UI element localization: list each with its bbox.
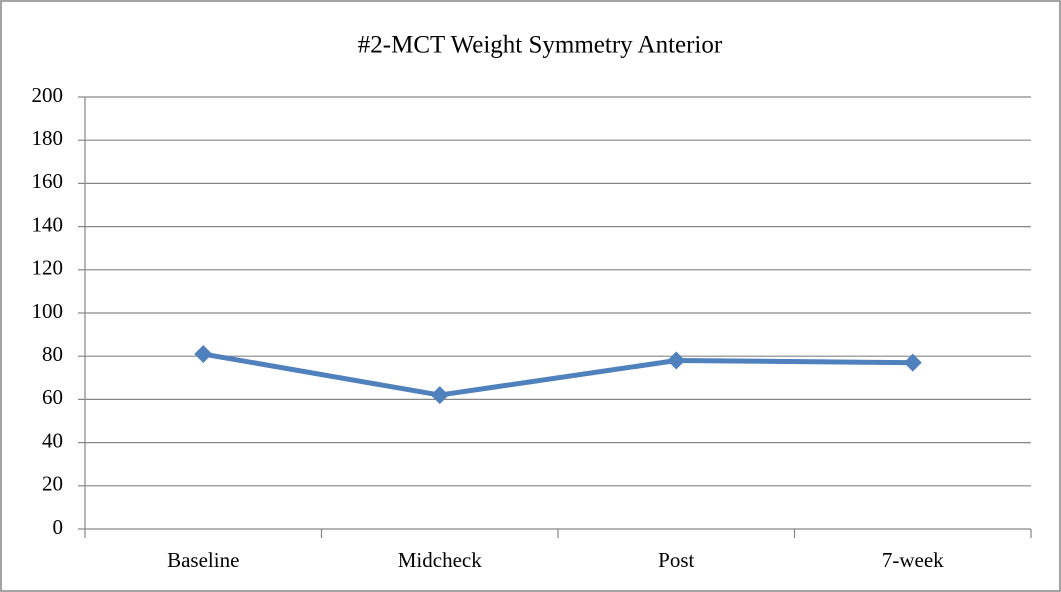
marker — [194, 345, 213, 364]
line — [202, 351, 913, 398]
y-tick-label: 20 — [42, 472, 63, 496]
y-tick-label: 40 — [42, 428, 63, 452]
x-tick-label: Post — [658, 548, 694, 572]
y-tick-label: 80 — [42, 342, 63, 366]
y-tick-label: 140 — [32, 212, 64, 236]
y-tick-label: 160 — [32, 169, 64, 193]
x-tick-label: Baseline — [167, 548, 239, 572]
y-tick-label: 180 — [32, 126, 64, 150]
y-tick-label: 120 — [32, 256, 64, 280]
marker — [903, 353, 922, 372]
y-tick-label: 200 — [32, 83, 64, 107]
marker — [667, 351, 686, 370]
y-tick-label: 100 — [32, 299, 64, 323]
chart-title: #2-MCT Weight Symmetry Anterior — [358, 32, 723, 59]
marker — [430, 386, 449, 405]
x-tick-label: Midcheck — [398, 548, 482, 572]
y-tick-label: 60 — [42, 385, 63, 409]
y-tick-label: 0 — [53, 515, 64, 539]
x-tick-label: 7-week — [882, 548, 944, 572]
